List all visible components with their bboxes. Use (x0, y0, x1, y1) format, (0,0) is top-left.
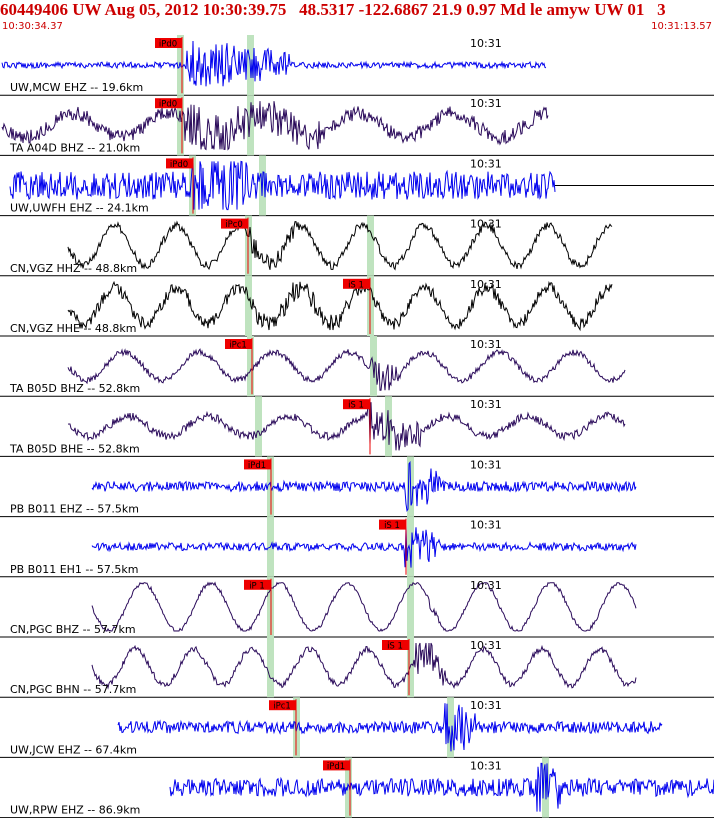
phase-pick-label: iPc1 (273, 702, 291, 712)
phase-pick-label: iPd1 (248, 461, 266, 471)
trace-row[interactable]: 10:31 iS 1 TA B05D BHE -- 52.8km (0, 396, 714, 457)
phase-pick-label: iPd0 (170, 160, 188, 170)
time-marker-label: 10:31 (470, 519, 502, 532)
time-marker-label: 10:31 (470, 218, 502, 231)
station-label: CN,VGZ HHZ -- 48.8km (10, 262, 137, 275)
time-marker-label: 10:31 (470, 699, 502, 712)
station-label: UW,UWFH EHZ -- 24.1km (10, 202, 149, 215)
station-label: PB B011 EH1 -- 57.5km (10, 563, 138, 576)
phase-pick-label: iS 1 (387, 642, 403, 652)
trace-row[interactable]: 10:31 iPd0 UW,MCW EHZ -- 19.6km (0, 35, 714, 96)
time-marker-label: 10:31 (470, 639, 502, 652)
trace-row[interactable]: 10:31 iPc1 TA B05D BHZ -- 52.8km (0, 336, 714, 397)
trace-row[interactable]: 10:31 iP 1 CN,PGC BHZ -- 57.7km (0, 576, 714, 638)
window-start-time: 10:30:34.37 (2, 21, 63, 32)
trace-row[interactable]: 10:31 iPd0 UW,UWFH EHZ -- 24.1km (0, 155, 714, 217)
phase-pick-label: iP 1 (249, 581, 265, 591)
seismic-trace (67, 402, 626, 451)
phase-pick-box[interactable] (343, 278, 370, 289)
time-marker-label: 10:31 (470, 37, 502, 50)
seismic-trace (67, 348, 626, 391)
phase-pick-box[interactable] (221, 218, 248, 229)
phase-pick-label: iPd1 (327, 762, 345, 772)
seismic-trace (1, 101, 549, 151)
phase-pick-box[interactable] (244, 579, 271, 590)
phase-pick-box[interactable] (155, 98, 182, 109)
trace-row[interactable]: 10:31 iS 1 PB B011 EH1 -- 57.5km (0, 516, 714, 578)
seismic-trace (67, 220, 613, 271)
phase-window (255, 396, 262, 457)
phase-pick-label: iS 1 (348, 280, 364, 290)
phase-window (247, 336, 254, 397)
trace-row[interactable]: 10:31 iS 1 CN,VGZ HHE -- 48.8km (0, 275, 714, 337)
phase-pick-box[interactable] (155, 38, 182, 48)
phase-pick-label: iPc0 (225, 220, 243, 230)
station-label: CN,PGC BHN -- 57.7km (10, 683, 136, 696)
seismic-trace (91, 460, 637, 512)
phase-window (407, 576, 414, 637)
station-label: UW,MCW EHZ -- 19.6km (10, 81, 143, 94)
phase-window (367, 215, 374, 276)
station-label: TA B05D BHE -- 52.8km (9, 442, 140, 455)
seismic-trace (91, 581, 637, 632)
trace-row[interactable]: 10:31 iPc1 UW,JCW EHZ -- 67.4km (0, 697, 714, 758)
phase-pick-label: iPd0 (159, 100, 177, 110)
time-marker-label: 10:31 (470, 338, 502, 351)
phase-window (407, 516, 414, 577)
phase-pick-box[interactable] (269, 700, 296, 711)
phase-pick-box[interactable] (225, 339, 252, 349)
trace-row[interactable]: 10:31 iPd0 TA A04D BHZ -- 21.0km (0, 95, 714, 156)
phase-pick-label: iPd0 (159, 40, 177, 50)
phase-pick-box[interactable] (166, 158, 193, 169)
seismic-trace (9, 160, 556, 211)
phase-pick-box[interactable] (343, 399, 370, 410)
phase-pick-label: iS 1 (348, 401, 364, 411)
seismic-trace (117, 703, 663, 752)
time-marker-label: 10:31 (470, 278, 502, 291)
trace-row[interactable]: 10:31 iS 1 CN,PGC BHN -- 57.7km (0, 637, 714, 698)
station-label: TA B05D BHZ -- 52.8km (9, 382, 140, 395)
seismic-trace (1, 40, 547, 87)
phase-pick-box[interactable] (323, 760, 350, 771)
phase-pick-box[interactable] (382, 640, 409, 650)
phase-window (345, 757, 352, 818)
window-end-time: 10:31:13.57 (651, 21, 712, 32)
time-marker-label: 10:31 (470, 398, 502, 411)
seismic-trace (67, 280, 613, 332)
station-label: PB B011 EHZ -- 57.5km (10, 503, 139, 516)
phase-window (267, 637, 274, 698)
event-header: 60449406 UW Aug 05, 2012 10:30:39.75 48.… (0, 0, 666, 19)
trace-row[interactable]: 10:31 iPd1 UW,RPW EHZ -- 86.9km (0, 757, 714, 818)
station-label: CN,PGC BHZ -- 57.7km (10, 623, 136, 636)
phase-window (247, 95, 254, 156)
phase-window (177, 95, 184, 156)
trace-row[interactable]: 10:31 iPc0 CN,VGZ HHZ -- 48.8km (0, 215, 714, 277)
station-label: CN,VGZ HHE -- 48.8km (10, 322, 137, 335)
station-label: TA A04D BHZ -- 21.0km (9, 141, 140, 154)
phase-window (447, 697, 454, 758)
phase-pick-label: iS 1 (384, 521, 400, 531)
time-marker-label: 10:31 (470, 97, 502, 110)
seismic-trace (91, 642, 637, 690)
seismogram-panel: 10:31 iPd0 UW,MCW EHZ -- 19.6km 10:31 iPd0 TA… (0, 35, 714, 818)
phase-window (245, 275, 252, 336)
station-label: UW,JCW EHZ -- 67.4km (10, 743, 137, 756)
seismic-trace (91, 525, 637, 568)
time-marker-label: 10:31 (470, 458, 502, 471)
phase-pick-label: iPc1 (229, 341, 247, 351)
time-marker-label: 10:31 (470, 579, 502, 592)
time-marker-label: 10:31 (470, 157, 502, 170)
time-marker-label: 10:31 (470, 759, 502, 772)
phase-pick-box[interactable] (244, 459, 271, 470)
phase-pick-box[interactable] (379, 519, 406, 530)
station-label: UW,RPW EHZ -- 86.9km (10, 804, 140, 817)
trace-row[interactable]: 10:31 iPd1 PB B011 EHZ -- 57.5km (0, 456, 714, 518)
seismic-trace (169, 762, 714, 812)
